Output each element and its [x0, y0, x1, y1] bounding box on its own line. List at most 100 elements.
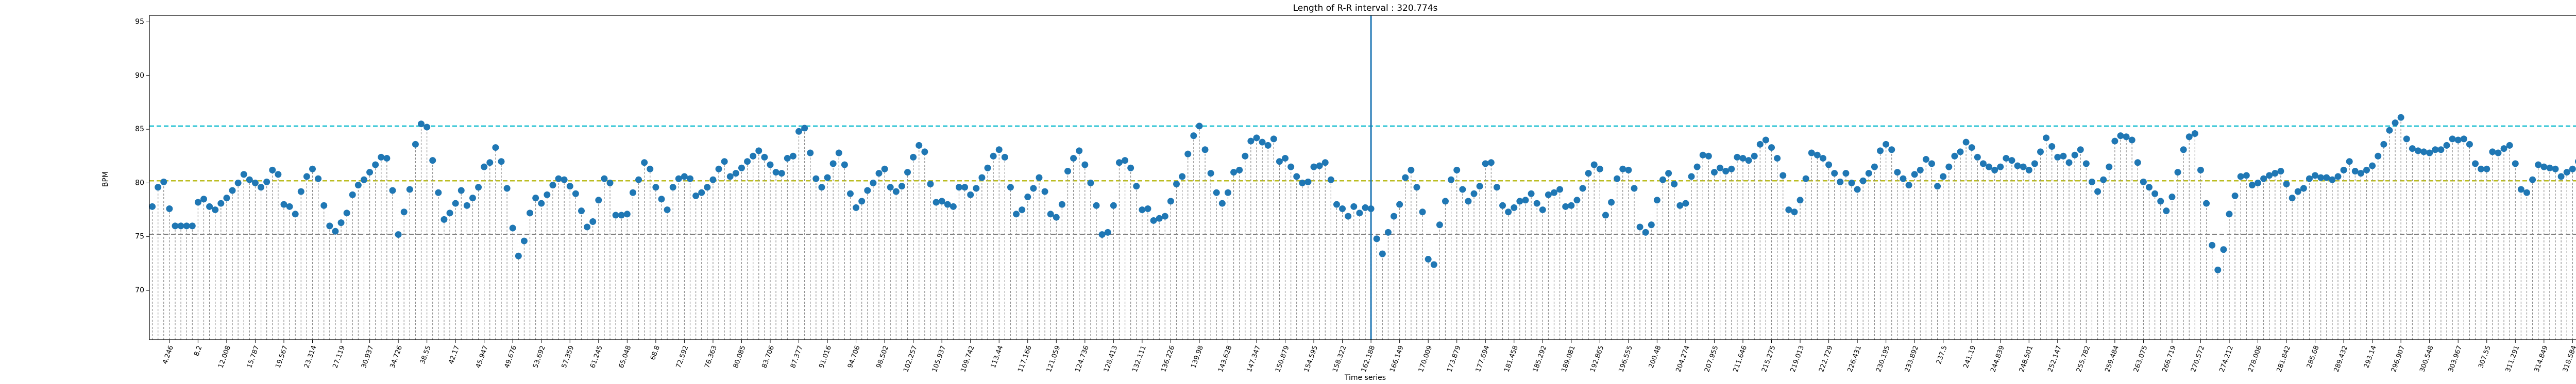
- x-tick-label: 121.059: [1045, 344, 1062, 373]
- x-tick-label: 222.729: [1818, 344, 1834, 373]
- marker: [303, 173, 310, 180]
- marker: [2082, 160, 2090, 167]
- marker: [1482, 160, 1489, 167]
- marker: [2163, 207, 2170, 215]
- marker: [2065, 159, 2073, 166]
- marker: [938, 198, 945, 205]
- marker: [286, 203, 293, 210]
- marker: [155, 184, 162, 191]
- marker: [629, 189, 636, 196]
- marker: [2369, 162, 2376, 169]
- x-tick-label: 189.081: [1560, 344, 1577, 373]
- marker: [1797, 197, 1804, 204]
- x-tick-label: 192.865: [1589, 344, 1605, 373]
- x-tick-label: 38.55: [419, 344, 433, 365]
- x-tick-label: 68.8: [649, 344, 662, 361]
- marker: [492, 144, 499, 151]
- marker: [2151, 190, 2159, 197]
- x-tick-label: 91.016: [818, 344, 833, 369]
- marker: [1287, 163, 1295, 170]
- x-tick-label: 87.377: [789, 344, 805, 369]
- marker: [898, 183, 905, 190]
- marker: [1785, 206, 1792, 214]
- marker: [1522, 197, 1529, 204]
- marker: [1539, 206, 1546, 214]
- marker: [1110, 202, 1117, 209]
- x-tick-label: 49.676: [503, 344, 519, 369]
- marker: [1076, 147, 1083, 154]
- marker: [1871, 163, 1878, 170]
- marker: [2220, 246, 2227, 253]
- marker: [200, 196, 208, 203]
- marker: [1173, 181, 1180, 188]
- marker: [326, 222, 333, 230]
- marker: [412, 141, 419, 148]
- marker: [1093, 202, 1100, 209]
- marker: [2020, 163, 2027, 170]
- marker: [721, 158, 728, 165]
- marker: [726, 173, 734, 180]
- x-tick-label: 162.188: [1360, 344, 1377, 373]
- marker: [916, 142, 923, 149]
- marker: [189, 222, 196, 230]
- x-tick-label: 293.14: [2363, 344, 2378, 369]
- marker: [584, 223, 591, 231]
- marker: [1087, 179, 1094, 186]
- marker: [269, 166, 276, 173]
- marker: [2557, 173, 2565, 180]
- marker: [892, 188, 900, 195]
- marker: [1900, 175, 1907, 182]
- marker: [1751, 152, 1758, 160]
- marker: [732, 170, 739, 177]
- marker: [1568, 202, 1575, 209]
- marker: [2443, 142, 2450, 149]
- marker: [1608, 199, 1615, 206]
- marker: [961, 184, 969, 191]
- x-tick-label: 72.592: [675, 344, 690, 369]
- marker: [767, 161, 774, 168]
- marker: [652, 184, 659, 191]
- marker: [1270, 135, 1277, 143]
- marker: [955, 184, 962, 191]
- marker: [1780, 172, 1787, 179]
- marker: [395, 231, 402, 238]
- x-tick-label: 170.009: [1417, 344, 1434, 373]
- x-tick-label: 263.075: [2132, 344, 2149, 373]
- marker: [887, 184, 894, 191]
- marker: [904, 169, 911, 176]
- marker: [2323, 174, 2330, 181]
- marker: [1997, 163, 2004, 170]
- marker: [812, 175, 820, 182]
- marker: [1688, 173, 1695, 180]
- marker: [1791, 208, 1798, 216]
- marker: [1676, 202, 1684, 209]
- x-tick-label: 270.572: [2190, 344, 2206, 373]
- marker: [1533, 200, 1540, 207]
- marker: [572, 190, 579, 197]
- marker: [1968, 144, 1975, 151]
- marker: [864, 187, 871, 194]
- marker: [789, 152, 796, 160]
- marker: [1253, 134, 1260, 142]
- marker: [2266, 172, 2273, 179]
- x-tick-label: 98.502: [875, 344, 890, 369]
- marker: [2500, 145, 2507, 152]
- marker: [1047, 211, 1054, 218]
- marker: [2334, 173, 2342, 180]
- marker: [1391, 213, 1398, 220]
- marker: [1648, 221, 1655, 229]
- marker: [2088, 178, 2095, 185]
- marker: [2517, 186, 2524, 193]
- marker: [263, 178, 270, 185]
- marker: [1768, 144, 1775, 151]
- x-tick-label: 12.008: [217, 344, 232, 369]
- marker: [1402, 174, 1409, 181]
- marker: [1962, 138, 1970, 146]
- marker: [761, 153, 768, 161]
- marker: [1573, 197, 1581, 204]
- marker: [1001, 153, 1008, 161]
- y-tick-label: 80: [135, 179, 144, 187]
- marker: [1928, 160, 1935, 167]
- marker: [2094, 188, 2102, 195]
- marker: [801, 125, 808, 132]
